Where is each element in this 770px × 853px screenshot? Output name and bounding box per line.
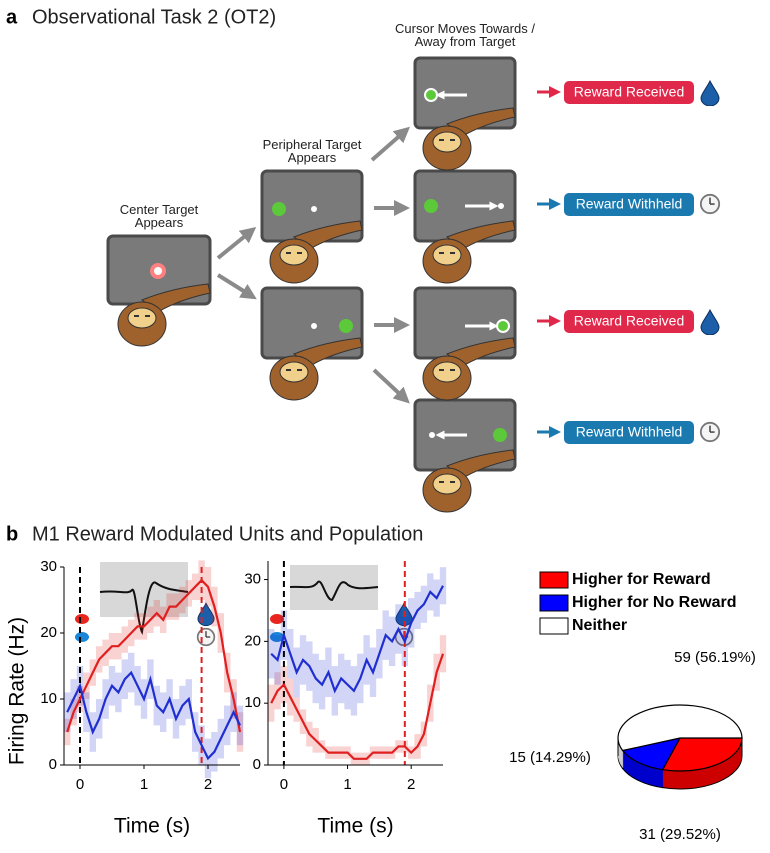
cursor [311, 206, 317, 212]
outcomes: Reward Received Reward Withheld Reward R… [564, 80, 721, 444]
outcome-pill [564, 81, 694, 104]
outcome-pill [564, 421, 694, 444]
y-tick-label: 30 [40, 558, 57, 575]
water-icon [700, 80, 720, 106]
arrow [370, 126, 411, 162]
outcome-label: Reward Withheld [576, 424, 683, 440]
waveform [99, 581, 189, 636]
series-line [270, 585, 444, 694]
clock-icon [699, 421, 721, 443]
legend-swatch [539, 594, 569, 612]
stage-label: Peripheral Target Appears [262, 137, 362, 165]
outcome-label: Reward Received [574, 313, 685, 329]
outcome-label: Reward Withheld [576, 196, 683, 212]
series-line [66, 578, 242, 733]
panel-label: b [6, 523, 18, 545]
value-label: 15 (14.29%) [509, 749, 591, 766]
legend-label: Higher for Reward [572, 571, 711, 588]
waveform [289, 580, 379, 602]
stage-label: Cursor Moves Towards / Away from Target [395, 21, 535, 49]
peripheral-target [272, 202, 286, 216]
no-reward-icon [270, 632, 284, 642]
x-tick-label: 0 [280, 776, 288, 793]
outcome-pill [564, 193, 694, 216]
legend-label: Neither [572, 617, 627, 634]
y-tick-label: 0 [49, 756, 57, 773]
panel-title: Observational Task 2 (OT2) [32, 6, 276, 28]
pie-slice [617, 704, 743, 752]
y-tick-label: 30 [244, 571, 261, 588]
outcome-arrows [537, 86, 561, 438]
x-tick-label: 1 [140, 776, 148, 793]
x-axis-label: Time (s) [317, 815, 393, 838]
water-icon [700, 309, 720, 335]
value-label: 59 (56.19%) [674, 649, 756, 666]
series-line [66, 670, 241, 761]
y-tick-label: 10 [244, 694, 261, 711]
legend-swatch [539, 617, 569, 635]
y-axis-label: Firing Rate (Hz) [6, 617, 29, 765]
targets [150, 88, 510, 442]
reward-icon [270, 614, 284, 624]
clock-icon [196, 627, 216, 647]
arrow [216, 226, 257, 260]
peripheral-target [496, 319, 510, 333]
x-tick-label: 0 [76, 776, 84, 793]
center-target [154, 267, 162, 275]
no-reward-icon [75, 632, 89, 642]
peripheral-target [424, 199, 438, 213]
outcome-pill [564, 310, 694, 333]
outcome-label: Reward Received [574, 84, 685, 100]
flow-arrows [216, 126, 411, 404]
x-tick-label: 2 [407, 776, 415, 793]
pie-slice [621, 737, 682, 771]
cursor [429, 432, 435, 438]
x-tick-label: 2 [204, 776, 212, 793]
legend-swatch [539, 571, 569, 589]
panel-label: a [6, 6, 18, 28]
peripheral-target [339, 319, 353, 333]
value-label: 31 (29.52%) [639, 826, 721, 843]
x-tick-label: 1 [343, 776, 351, 793]
legend-label: Higher for No Reward [572, 594, 736, 611]
cursor [311, 323, 317, 329]
series-line [270, 653, 445, 760]
cursor [498, 203, 504, 209]
stage-label: Center Target Appears [119, 202, 199, 230]
reward-icon [75, 614, 89, 624]
x-axis-label: Time (s) [114, 815, 190, 838]
clock-icon [699, 193, 721, 215]
pie-slice [661, 737, 743, 772]
peripheral-target [424, 88, 438, 102]
insets [75, 562, 414, 647]
y-tick-label: 10 [40, 690, 57, 707]
arrow [372, 368, 410, 404]
peripheral-target [493, 428, 507, 442]
panel-title: M1 Reward Modulated Units and Population [32, 523, 423, 545]
y-tick-label: 20 [40, 624, 57, 641]
y-tick-label: 20 [244, 632, 261, 649]
arrow [216, 273, 257, 300]
y-tick-label: 0 [253, 756, 261, 773]
